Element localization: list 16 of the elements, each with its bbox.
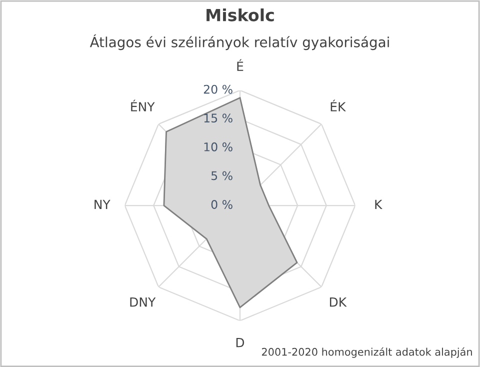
spoke-label: NY: [94, 200, 110, 209]
y-tick-label: 10 %: [204, 142, 232, 152]
text: 2001-2020 homogenizált adatok alapján: [262, 347, 472, 358]
y-tick-label: 15 %: [204, 114, 232, 123]
spoke-label: DK: [330, 298, 347, 307]
spoke-label: D: [236, 338, 244, 348]
y-tick-label: 5 %: [211, 171, 232, 180]
y-tick-label: 0 %: [211, 200, 232, 209]
spoke-label: ÉNY: [131, 100, 155, 112]
chart-title: Miskolc: [206, 8, 274, 22]
chart-subtitle: Átlagos évi szélirányok relatív gyakoriságai: [90, 34, 389, 50]
spoke-label: ÉK: [330, 100, 346, 112]
y-tick-label: 20 %: [204, 84, 232, 94]
spoke-label: É: [237, 59, 244, 71]
spoke-label: DNY: [130, 298, 156, 307]
spoke-label: K: [375, 200, 382, 209]
